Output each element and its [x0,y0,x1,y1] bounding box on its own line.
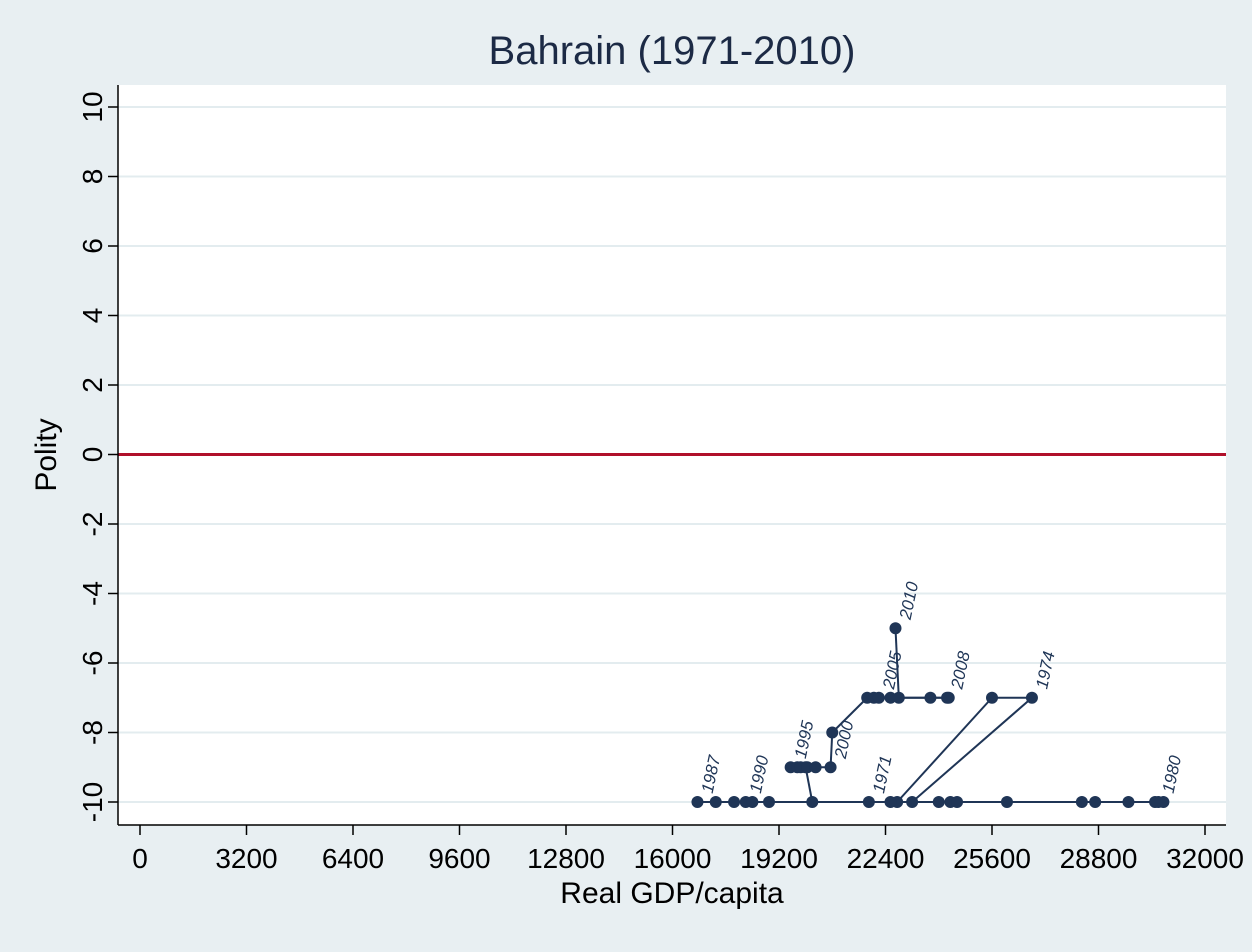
data-point [884,796,897,808]
y-tick-label: -10 [77,782,108,822]
data-point [872,691,885,704]
y-tick-label: -6 [77,651,108,676]
x-tick-label: 12800 [527,843,605,874]
y-tick-label: 6 [77,238,108,254]
trajectory-segment [896,697,993,803]
data-point [892,691,905,704]
data-point [809,761,822,774]
x-tick-label: 9600 [428,843,490,874]
data-point [826,726,839,739]
data-point [1000,796,1013,808]
trajectory-segment [831,697,868,734]
x-tick-label: 25600 [953,843,1031,874]
y-tick-label: 8 [77,169,108,185]
y-tick-label: 4 [77,308,108,324]
data-point [1157,796,1170,808]
data-point [801,761,814,774]
x-tick-label: 28800 [1060,843,1138,874]
data-points [691,622,1170,808]
data-point [763,796,776,808]
x-tick-label: 32000 [1166,843,1244,874]
y-tick-label: 10 [77,91,108,122]
y-tick-label: 0 [77,447,108,463]
y-tick-label: -8 [77,720,108,745]
y-tick-label: -4 [77,581,108,606]
x-axis-ticks: 0 3200 6400 9600 12800 16000 19200 22400 25600 28… [132,825,1244,874]
data-point [824,761,837,774]
trajectory-segment [894,628,900,698]
data-point [1075,796,1088,808]
data-point [906,796,919,808]
data-point [1149,796,1162,808]
chart-title: Bahrain (1971-2010) [489,29,856,73]
x-tick-label: 16000 [634,843,712,874]
y-axis-ticks: -10 -8 -6 -4 -2 0 2 4 6 8 10 [77,91,118,822]
data-point [941,691,954,704]
x-tick-label: 22400 [847,843,925,874]
data-point [932,796,945,808]
data-point [889,622,902,635]
x-tick-label: 3200 [215,843,277,874]
y-tick-label: -2 [77,512,108,537]
data-point [862,796,875,808]
data-point [1122,796,1135,808]
x-tick-label: 6400 [322,843,384,874]
data-point [691,796,704,808]
y-axis-title: Polity [30,418,63,491]
data-point [728,796,741,808]
data-point [924,691,937,704]
data-point [1089,796,1102,808]
data-point [806,796,819,808]
data-point [951,796,964,808]
x-axis-title: Real GDP/capita [560,877,784,910]
data-point [746,796,759,808]
data-point [709,796,722,808]
data-point [986,691,998,704]
x-tick-label: 0 [132,843,148,874]
x-tick-label: 19200 [740,843,818,874]
data-point [1025,691,1038,704]
y-tick-label: 2 [77,377,108,393]
gridlines [118,106,1226,803]
data-point [884,691,897,704]
trajectory-segment [911,696,1033,803]
